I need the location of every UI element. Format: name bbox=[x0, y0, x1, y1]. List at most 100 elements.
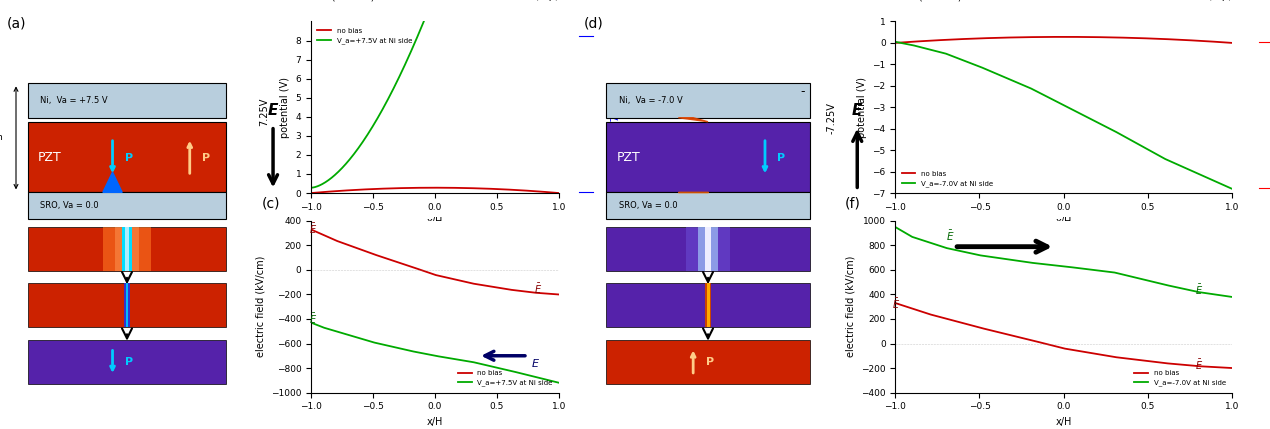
no bias bbox=[427, 185, 442, 190]
no bias bbox=[484, 186, 499, 191]
no bias bbox=[551, 190, 566, 196]
Bar bbox=[686, 227, 730, 271]
V_a=+7.5V at Ni side bbox=[385, 89, 400, 94]
Text: Ni (top): Ni (top) bbox=[1195, 0, 1232, 1]
V_a=-7.0V at Ni side bbox=[1021, 260, 1036, 265]
Bar bbox=[607, 84, 809, 118]
Line: no bias: no bias bbox=[895, 37, 1232, 43]
Text: PZT: PZT bbox=[425, 0, 444, 1]
V_a=+7.5V at Ni side bbox=[333, 330, 348, 335]
Polygon shape bbox=[103, 172, 122, 192]
no bias bbox=[483, 186, 498, 191]
Bar bbox=[126, 283, 128, 327]
Text: (a): (a) bbox=[6, 17, 25, 31]
V_a=+7.5V at Ni side bbox=[483, 363, 498, 369]
Bar bbox=[607, 192, 809, 218]
V_a=-7.0V at Ni side bbox=[1100, 269, 1115, 274]
Text: Ni,  Va = +7.5 V: Ni, Va = +7.5 V bbox=[41, 96, 108, 105]
V_a=-7.0V at Ni side bbox=[1224, 186, 1240, 191]
V_a=+7.5V at Ni side bbox=[385, 344, 400, 349]
Text: PZT: PZT bbox=[616, 151, 640, 163]
Y-axis label: electric field (kV/cm): electric field (kV/cm) bbox=[846, 256, 856, 357]
V_a=-7.0V at Ni side bbox=[1100, 125, 1115, 130]
Text: (d): (d) bbox=[584, 17, 605, 31]
Bar bbox=[28, 339, 226, 384]
Text: (c): (c) bbox=[262, 196, 281, 211]
V_a=-7.0V at Ni side bbox=[1130, 142, 1146, 147]
Text: SRO (bottom): SRO (bottom) bbox=[895, 0, 961, 1]
Text: $\bar{E}$: $\bar{E}$ bbox=[892, 296, 900, 311]
Legend: no bias, V_a=+7.5V at Ni side: no bias, V_a=+7.5V at Ni side bbox=[455, 367, 555, 389]
V_a=+7.5V at Ni side bbox=[401, 53, 417, 58]
Text: (f): (f) bbox=[845, 196, 861, 211]
Bar bbox=[705, 283, 711, 327]
Bar bbox=[124, 227, 130, 271]
V_a=-7.0V at Ni side bbox=[888, 224, 903, 230]
Text: P: P bbox=[706, 356, 714, 367]
V_a=-7.0V at Ni side bbox=[997, 75, 1012, 80]
no bias bbox=[385, 186, 400, 191]
Text: P: P bbox=[124, 356, 132, 367]
no bias bbox=[1130, 357, 1146, 363]
Line: no bias: no bias bbox=[311, 230, 559, 294]
V_a=+7.5V at Ni side bbox=[304, 320, 319, 325]
no bias bbox=[1133, 357, 1148, 363]
no bias bbox=[1132, 36, 1147, 41]
no bias bbox=[888, 40, 903, 45]
Bar bbox=[28, 283, 226, 327]
Legend: no bias, V_a=-7.0V at Ni side: no bias, V_a=-7.0V at Ni side bbox=[1132, 367, 1228, 389]
no bias bbox=[1100, 35, 1115, 40]
no bias bbox=[304, 227, 319, 232]
Text: $\bar{E}$: $\bar{E}$ bbox=[946, 228, 954, 242]
X-axis label: x/H: x/H bbox=[1055, 417, 1072, 427]
no bias bbox=[460, 185, 475, 190]
Y-axis label: electric field (kV/cm): electric field (kV/cm) bbox=[255, 256, 265, 357]
no bias bbox=[1224, 366, 1240, 371]
V_a=-7.0V at Ni side bbox=[997, 257, 1012, 262]
Y-axis label: potential (V): potential (V) bbox=[281, 77, 290, 138]
Bar bbox=[28, 122, 226, 192]
no bias bbox=[551, 292, 566, 297]
Text: E: E bbox=[852, 103, 862, 118]
no bias bbox=[401, 263, 417, 269]
Text: $\bar{E}$: $\bar{E}$ bbox=[309, 222, 316, 236]
Text: 7.25V: 7.25V bbox=[259, 98, 269, 126]
no bias bbox=[483, 284, 498, 289]
Text: SRO, Va = 0.0: SRO, Va = 0.0 bbox=[618, 201, 677, 210]
Legend: no bias, V_a=+7.5V at Ni side: no bias, V_a=+7.5V at Ni side bbox=[315, 25, 415, 47]
no bias bbox=[1021, 35, 1036, 40]
V_a=+7.5V at Ni side bbox=[460, 359, 475, 364]
no bias bbox=[888, 300, 903, 305]
no bias bbox=[1021, 337, 1036, 342]
no bias bbox=[928, 38, 944, 43]
Line: V_a=+7.5V at Ni side: V_a=+7.5V at Ni side bbox=[311, 0, 559, 188]
V_a=-7.0V at Ni side bbox=[1130, 276, 1146, 281]
Text: Ni(top): Ni(top) bbox=[525, 0, 559, 1]
Line: V_a=+7.5V at Ni side: V_a=+7.5V at Ni side bbox=[311, 323, 559, 383]
Line: V_a=-7.0V at Ni side: V_a=-7.0V at Ni side bbox=[895, 42, 1232, 189]
Text: $\bar{E}$: $\bar{E}$ bbox=[309, 312, 316, 326]
Text: Ni,  Va = -7.0 V: Ni, Va = -7.0 V bbox=[618, 96, 682, 105]
V_a=+7.5V at Ni side bbox=[484, 364, 499, 369]
V_a=-7.0V at Ni side bbox=[888, 39, 903, 44]
no bias bbox=[333, 188, 348, 193]
Line: no bias: no bias bbox=[895, 303, 1232, 368]
no bias bbox=[460, 280, 475, 285]
Text: SRO, Va = 0.0: SRO, Va = 0.0 bbox=[41, 201, 99, 210]
Text: P: P bbox=[202, 153, 210, 163]
Text: $\bar{E}$: $\bar{E}$ bbox=[1195, 283, 1203, 297]
Text: 110nm: 110nm bbox=[0, 133, 4, 142]
no bias bbox=[1055, 34, 1071, 39]
V_a=+7.5V at Ni side bbox=[304, 185, 319, 190]
no bias bbox=[333, 240, 348, 245]
no bias bbox=[484, 284, 499, 289]
Bar bbox=[114, 227, 140, 271]
Y-axis label: potential (V): potential (V) bbox=[857, 77, 867, 138]
V_a=+7.5V at Ni side bbox=[401, 348, 417, 353]
Bar bbox=[698, 227, 718, 271]
Text: E: E bbox=[268, 103, 278, 118]
Line: V_a=-7.0V at Ni side: V_a=-7.0V at Ni side bbox=[895, 227, 1232, 297]
Line: no bias: no bias bbox=[311, 188, 559, 193]
no bias bbox=[1100, 353, 1115, 358]
Text: PZT: PZT bbox=[38, 151, 61, 163]
